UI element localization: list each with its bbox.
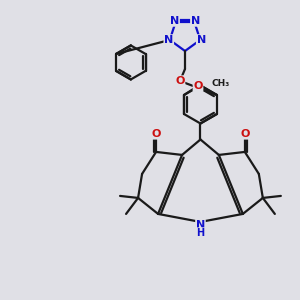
Text: O: O: [240, 129, 250, 139]
Text: N: N: [170, 16, 179, 26]
Text: N: N: [196, 35, 206, 45]
Text: N: N: [191, 16, 200, 26]
Text: O: O: [175, 76, 185, 86]
Text: H: H: [196, 228, 205, 238]
Text: N: N: [196, 220, 205, 230]
Text: N: N: [164, 35, 173, 45]
Text: O: O: [193, 81, 203, 91]
Text: O: O: [152, 129, 161, 139]
Text: CH₃: CH₃: [212, 79, 230, 88]
